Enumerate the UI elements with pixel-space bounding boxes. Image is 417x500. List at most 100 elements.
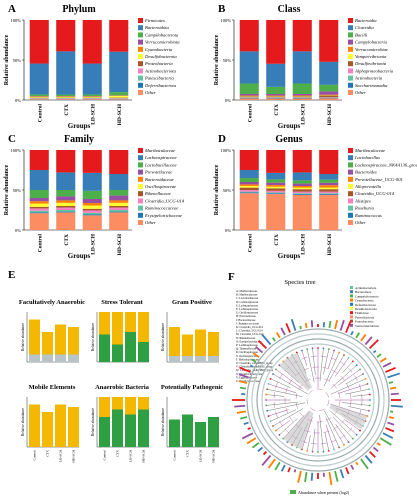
bar-segment	[109, 99, 129, 100]
tree-branch	[352, 394, 370, 397]
tree-node	[347, 441, 350, 443]
legend-label: Proteobacteria	[144, 61, 173, 66]
mini-bar-top	[138, 312, 149, 342]
legend-label: Prevotellaceae_UCG-001	[354, 177, 403, 182]
panel-letter: D	[218, 133, 226, 145]
bar-segment	[239, 20, 259, 52]
panel-b: B Class Relative abundance 0% 50% 100% Control…	[214, 3, 394, 130]
tree-legend-swatch	[350, 315, 353, 319]
legend-label: Verrucomicrobiae	[355, 47, 388, 52]
bar-segment	[266, 192, 286, 194]
legend-label: Clostridia_UCG-014	[355, 191, 395, 196]
tree-legend-right: Bacteroidota	[355, 290, 372, 294]
bar-segment	[239, 98, 259, 100]
legend-swatch	[348, 75, 353, 81]
legend-label: Bacteroidaceae	[145, 177, 174, 182]
bar-segment	[319, 91, 339, 95]
tree-node	[368, 393, 371, 396]
tree-node	[366, 383, 369, 385]
bar-segment	[29, 99, 49, 100]
legend-label: Actinobacteria	[354, 76, 383, 81]
bar-segment	[109, 200, 129, 203]
tree-legend-left: C: Lactobacillaceae	[236, 297, 259, 300]
bar-segment	[319, 174, 339, 180]
y-tick-label: 100%	[11, 18, 22, 23]
abundance-bar	[339, 469, 345, 479]
bar-segment	[29, 213, 49, 230]
mini-bar	[195, 422, 206, 447]
tree-node	[343, 354, 345, 356]
y-axis-label: Relative abundance	[214, 34, 220, 85]
tree-branch	[325, 424, 335, 450]
bar-segment	[29, 210, 49, 213]
tree-legend-left: F: Lachnospiraceae	[236, 308, 259, 311]
bar-segment	[239, 170, 259, 178]
tree-branch	[275, 420, 290, 431]
legend-label: Other	[145, 90, 156, 95]
bar-segment	[82, 205, 102, 209]
tree-arc	[284, 366, 352, 434]
bar-segment	[319, 179, 339, 183]
mini-y-label: Relative abundance	[91, 407, 95, 436]
x-tick-label: LD-SCH	[300, 233, 306, 255]
tree-node	[317, 347, 319, 349]
abundance-bar	[262, 450, 268, 456]
tree-legend-left: I: Bacteroidaceae	[236, 319, 256, 322]
tree-branch	[306, 349, 315, 383]
x-tick-label: LD-SCH	[90, 103, 96, 125]
mini-bar	[29, 404, 40, 447]
legend-swatch	[138, 220, 143, 225]
bar-segment	[109, 190, 129, 196]
bar-segment	[292, 193, 312, 194]
tree-branch	[337, 383, 368, 394]
tree-clade-highlight	[279, 352, 313, 391]
bar-segment	[56, 96, 76, 98]
abundance-bar	[267, 458, 276, 469]
tree-node	[355, 433, 358, 436]
legend-label: Muribaculaceae	[144, 148, 175, 153]
tree-legend-swatch	[350, 290, 353, 294]
y-tick-label: 0%	[15, 228, 21, 233]
panel-title: Genus	[275, 134, 302, 145]
tree-node	[265, 399, 267, 401]
tree-branch	[341, 402, 370, 406]
abundance-bar	[241, 432, 254, 440]
panel-letter: F	[228, 271, 235, 283]
bar-segment	[319, 84, 339, 92]
mini-bar	[68, 327, 79, 362]
legend-swatch	[138, 169, 143, 175]
legend-swatch	[138, 162, 143, 168]
bar-segment	[109, 206, 129, 208]
tree-branch	[345, 373, 364, 385]
mini-chart-title: Potentially Pathogenic	[161, 384, 223, 391]
x-tick-label: CTX	[274, 104, 280, 116]
abundance-bar	[257, 339, 268, 350]
legend-label: Alistipes	[354, 198, 371, 203]
abundance-bar	[390, 392, 399, 396]
tree-branch	[331, 365, 357, 389]
mini-bar	[68, 407, 79, 447]
legend-swatch	[348, 176, 353, 182]
tree-branch	[301, 417, 313, 450]
legend-label: Alphaproteobacteria	[354, 68, 394, 73]
tree-branch	[335, 424, 349, 443]
mini-bar	[125, 414, 136, 447]
tree-legend-left: G: Oscillospiraceae	[236, 312, 259, 315]
abundance-bar	[290, 318, 297, 331]
bar-segment	[56, 99, 76, 100]
tree-node	[322, 347, 325, 350]
abundance-bar	[360, 333, 367, 342]
bar-segment	[82, 212, 102, 215]
bar-segment	[109, 51, 129, 93]
bar-segment	[319, 150, 339, 174]
mini-x-label: LD-SCH	[199, 449, 203, 462]
bar-segment	[29, 203, 49, 207]
tree-node	[269, 420, 272, 423]
legend-swatch	[138, 191, 143, 197]
tree-branch	[328, 354, 345, 382]
legend-swatch	[348, 162, 353, 168]
bar-segment	[82, 190, 102, 199]
legend-label: Rikenellaceae	[144, 191, 171, 196]
